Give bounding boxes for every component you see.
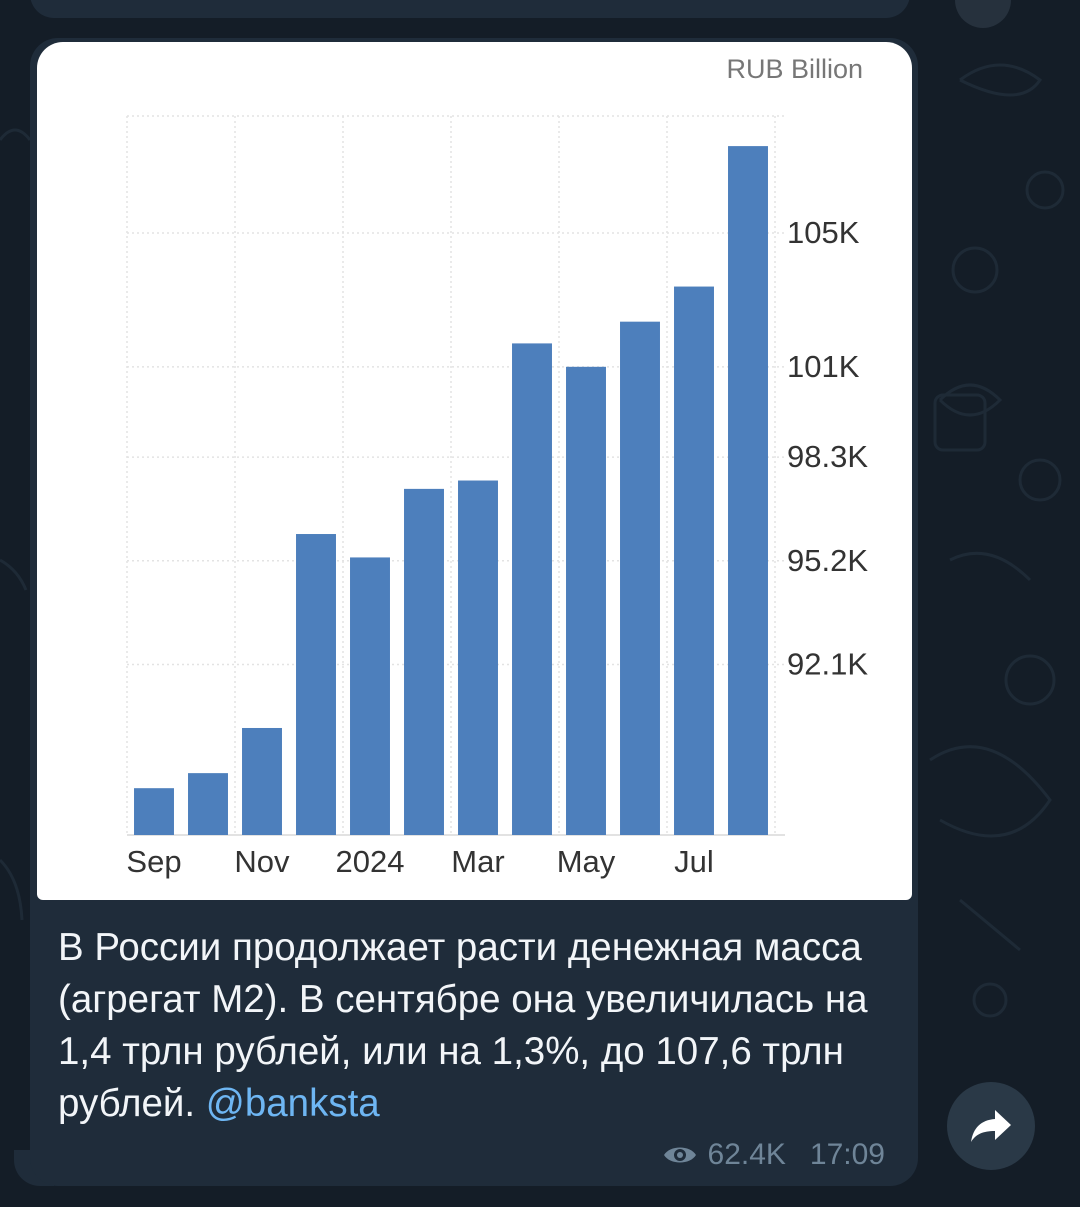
bar [242,727,282,835]
x-tick-label: Jul [674,844,714,879]
previous-message-bubble [30,0,910,18]
eye-icon [663,1147,696,1163]
chart-image[interactable]: 92.1K 95.2K 98.3K 101K 105K Sep Nov 2024 Mar May J… [37,42,912,900]
unit-label: RUB Billion [726,54,863,84]
bar [674,286,714,835]
message-time: 17:09 [809,1138,885,1171]
view-count: 62.4K [707,1138,786,1171]
message-body: В России продолжает расти денежная масса… [58,922,888,1130]
x-tick-label: May [557,844,616,879]
bar [512,343,552,835]
message-meta: 62.4K 17:09 [662,1138,885,1172]
y-tick-label: 92.1K [787,646,868,681]
bar [620,321,660,835]
y-tick-label: 95.2K [787,543,868,578]
bar [296,534,336,835]
bar-chart: 92.1K 95.2K 98.3K 101K 105K Sep Nov 2024 Mar May J… [126,54,868,879]
y-tick-label: 98.3K [787,439,868,474]
y-tick-label: 101K [787,349,860,384]
share-arrow-icon [971,1110,1011,1142]
bar [728,146,768,836]
x-tick-label: 2024 [336,844,405,879]
bar [566,366,606,835]
x-tick-label: Sep [126,844,181,879]
bar [458,480,498,835]
bar [404,488,444,835]
x-tick-label: Nov [234,844,290,879]
message-text: В России продолжает расти денежная масса… [58,926,868,1125]
bar [134,788,174,835]
bar [350,557,390,835]
bar [188,773,228,835]
share-button[interactable] [947,1082,1035,1170]
y-tick-label: 105K [787,215,860,250]
previous-message-avatar [955,0,1011,28]
channel-handle-link[interactable]: @banksta [205,1082,380,1125]
x-tick-label: Mar [451,844,504,879]
